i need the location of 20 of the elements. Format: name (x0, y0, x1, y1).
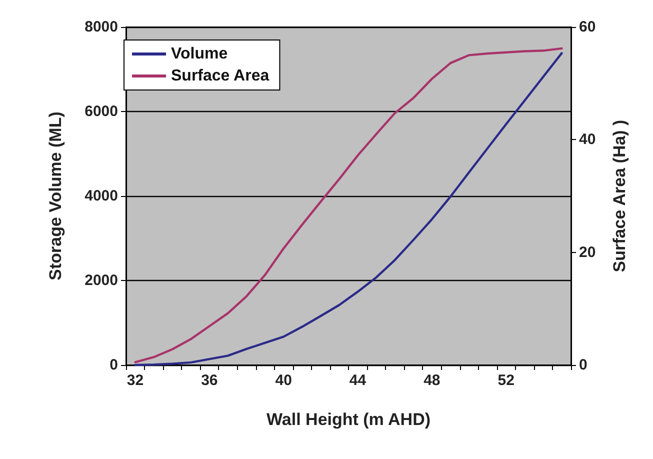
y-tick-label: 0 (110, 356, 118, 374)
y2-tick-label: 40 (579, 131, 596, 148)
x-tick-label: 32 (126, 372, 144, 389)
x-axis-title: Wall Height (m AHD) (266, 410, 431, 429)
legend-label: Surface Area (171, 68, 270, 84)
x-tick-label: 48 (424, 372, 440, 389)
x-tick-label: 36 (201, 372, 218, 389)
y2-tick-label: 60 (579, 18, 596, 36)
x-tick-label: 44 (349, 372, 367, 389)
y-tick-label: 2000 (84, 272, 118, 289)
y2-tick-label: 0 (579, 356, 588, 374)
y2-tick-label: 20 (579, 244, 596, 261)
x-tick-label: 40 (275, 372, 292, 389)
x-tick-label: 52 (498, 372, 514, 389)
y2-axis-title: Surface Area (Ha) ) (610, 120, 629, 272)
y-tick-label: 4000 (84, 188, 118, 204)
legend-label: Volume (171, 46, 228, 62)
y-tick-label: 6000 (84, 103, 118, 120)
y-axis-title: Storage Volume (ML) (46, 112, 65, 280)
y-tick-label: 8000 (84, 18, 118, 36)
